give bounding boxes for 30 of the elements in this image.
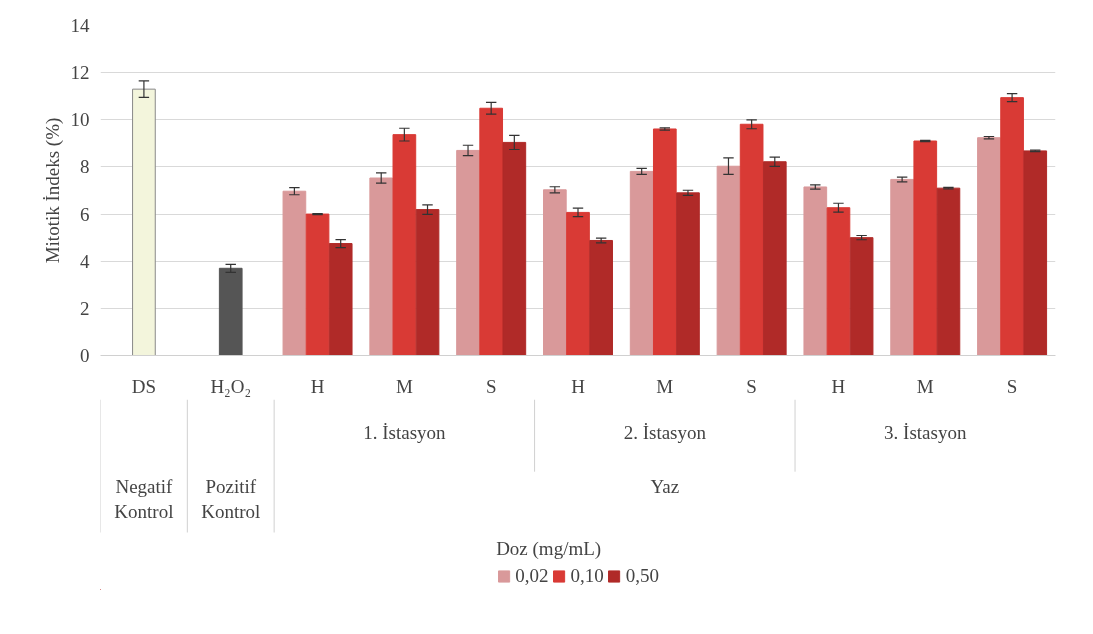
y-tick-label: 14 [70, 15, 90, 36]
legend-label: 0,02 [515, 565, 549, 587]
text: Yaz [650, 475, 680, 497]
x-tick-label: H [831, 375, 846, 397]
text: 2. İstasyon [623, 422, 707, 444]
x-tick-label: M [395, 375, 413, 397]
x-tick-label: S [746, 375, 757, 397]
text: Pozitif Kontrol [201, 475, 261, 522]
legend-title: Doz (mg/mL) [496, 538, 603, 560]
y-axis-title: Mitotik İndeks (%) [41, 117, 64, 264]
y-tick-label: 0 [80, 345, 90, 366]
legend-label: 0,10 [570, 565, 604, 587]
x-tick-label: H [310, 375, 325, 397]
x-tick-label: M [916, 375, 934, 397]
x-tick-label: S [1006, 375, 1018, 397]
x-tick-label: H₂O₂ [210, 375, 252, 397]
legend-label: 0,50 [625, 565, 659, 587]
y-tick-label: 2 [80, 297, 90, 319]
x-tick-label: DS [131, 375, 157, 397]
x-tick-label: S [485, 375, 497, 397]
text: Negatif Kontrol [114, 475, 174, 522]
y-tick-label: 12 [70, 62, 90, 84]
text: 3. İstasyon [884, 422, 967, 444]
x-tick-label: H [571, 375, 586, 397]
y-tick-label: 4 [80, 250, 90, 272]
y-tick-label: 6 [80, 203, 90, 225]
y-tick-label: 8 [80, 156, 90, 178]
x-tick-label: M [656, 375, 674, 397]
y-tick-label: 10 [70, 109, 90, 131]
text: 1. İstasyon [363, 422, 447, 444]
